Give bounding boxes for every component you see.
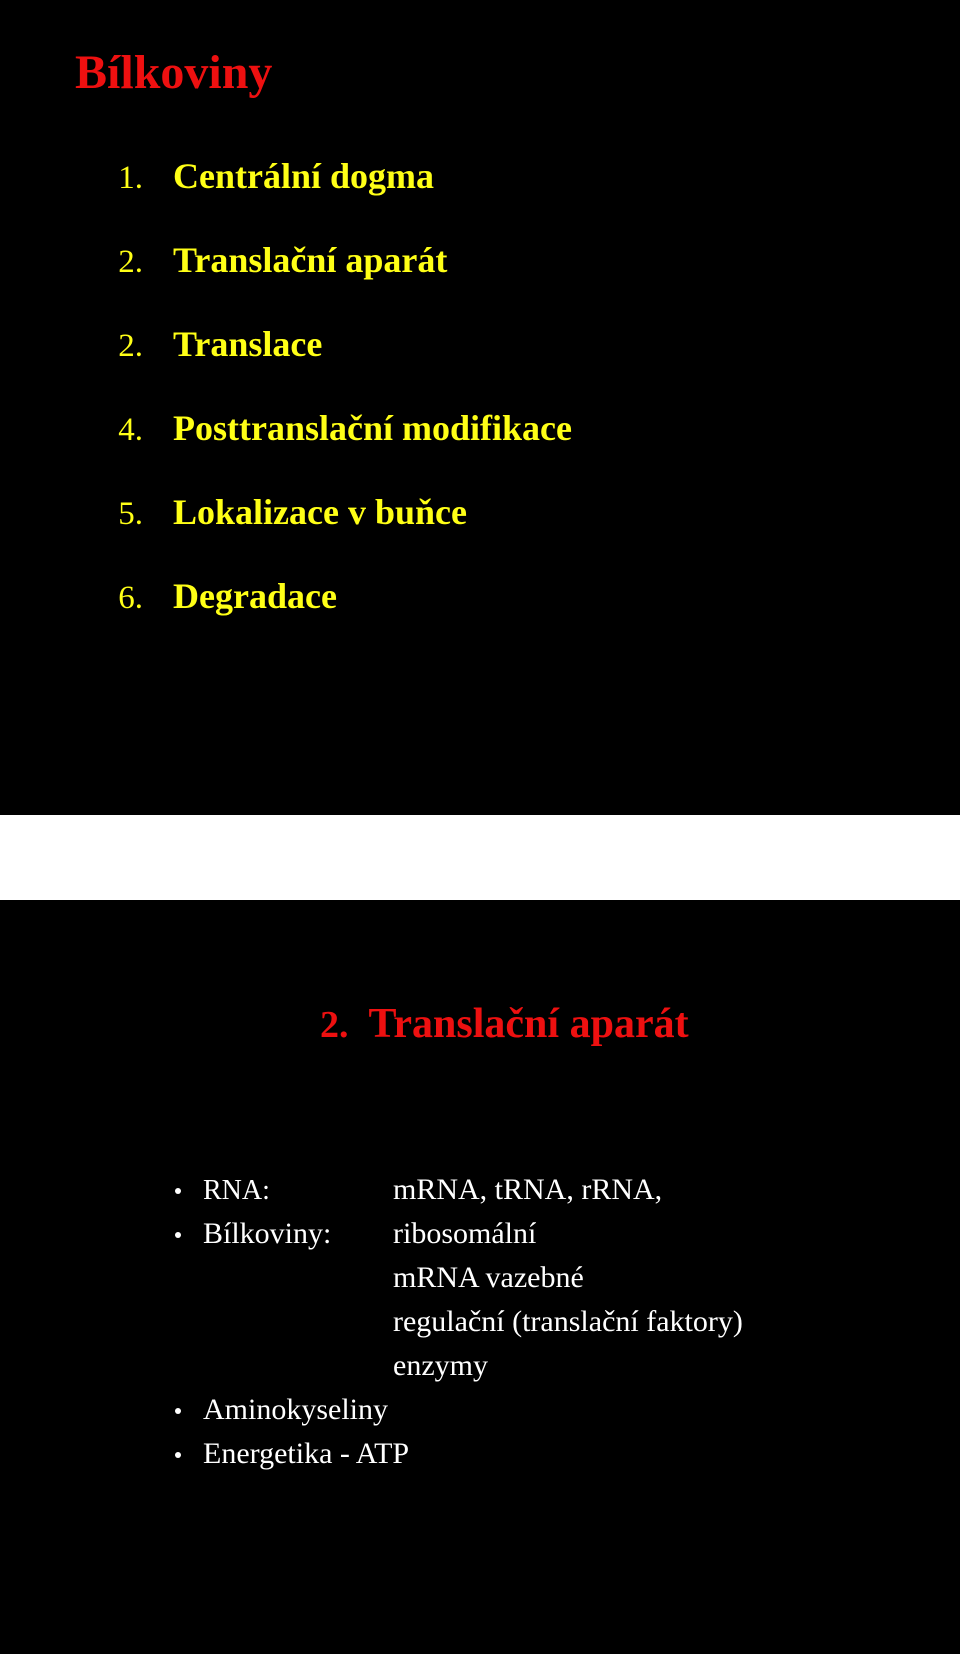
outline-label: Lokalizace v buňce xyxy=(173,491,467,533)
slide-1-title: Bílkoviny xyxy=(75,45,885,100)
outline-num: 5. xyxy=(95,496,143,533)
outline-item: 2. Translace xyxy=(95,323,885,365)
outline-label: Centrální dogma xyxy=(173,155,434,197)
outline-list: 1. Centrální dogma 2. Translační aparát … xyxy=(95,155,885,617)
slide-2-title: 2. Translační aparát xyxy=(320,1000,900,1048)
outline-num: 1. xyxy=(95,160,143,197)
item-key: RNA: xyxy=(203,1175,393,1207)
slide-2-title-text: Translační aparát xyxy=(369,1001,689,1047)
outline-item: 5. Lokalizace v buňce xyxy=(95,491,885,533)
outline-num: 4. xyxy=(95,412,143,449)
outline-item: 1. Centrální dogma xyxy=(95,155,885,197)
outline-label: Degradace xyxy=(173,575,337,617)
item-subline: mRNA vazebné xyxy=(393,1261,900,1295)
outline-num: 2. xyxy=(95,328,143,365)
list-subitem: mRNA vazebné xyxy=(175,1261,900,1295)
item-subline: enzymy xyxy=(393,1349,900,1383)
outline-label: Translační aparát xyxy=(173,239,447,281)
list-subitem: regulační (translační faktory) xyxy=(175,1305,900,1339)
outline-item: 4. Posttranslační modifikace xyxy=(95,407,885,449)
outline-item: 2. Translační aparát xyxy=(95,239,885,281)
slide-1: Bílkoviny 1. Centrální dogma 2. Translač… xyxy=(0,0,960,815)
outline-label: Translace xyxy=(173,323,322,365)
bullet-icon xyxy=(175,1408,181,1414)
item-value: ribosomální xyxy=(393,1217,536,1251)
slide-2: 2. Translační aparát RNA: mRNA, tRNA, rRN… xyxy=(0,900,960,1654)
outline-item: 6. Degradace xyxy=(95,575,885,617)
rna-list: RNA: mRNA, tRNA, rRNA, Bílkoviny: riboso… xyxy=(175,1173,900,1471)
outline-label: Posttranslační modifikace xyxy=(173,407,572,449)
slide-2-title-num: 2. xyxy=(320,1004,349,1046)
item-key: Energetika - ATP xyxy=(203,1437,409,1471)
outline-num: 2. xyxy=(95,244,143,281)
list-item: Aminokyseliny xyxy=(175,1393,900,1427)
list-item: RNA: mRNA, tRNA, rRNA, xyxy=(175,1173,900,1207)
bullet-icon xyxy=(175,1232,181,1238)
outline-num: 6. xyxy=(95,580,143,617)
slide-gap xyxy=(0,815,960,900)
list-item: Energetika - ATP xyxy=(175,1437,900,1471)
item-key: Bílkoviny: xyxy=(203,1217,393,1251)
bullet-icon xyxy=(175,1452,181,1458)
item-value: mRNA, tRNA, rRNA, xyxy=(393,1173,662,1207)
list-item: Bílkoviny: ribosomální xyxy=(175,1217,900,1251)
item-subline: regulační (translační faktory) xyxy=(393,1305,900,1339)
item-key: Aminokyseliny xyxy=(203,1393,388,1427)
list-subitem: enzymy xyxy=(175,1349,900,1383)
bullet-icon xyxy=(175,1188,181,1194)
